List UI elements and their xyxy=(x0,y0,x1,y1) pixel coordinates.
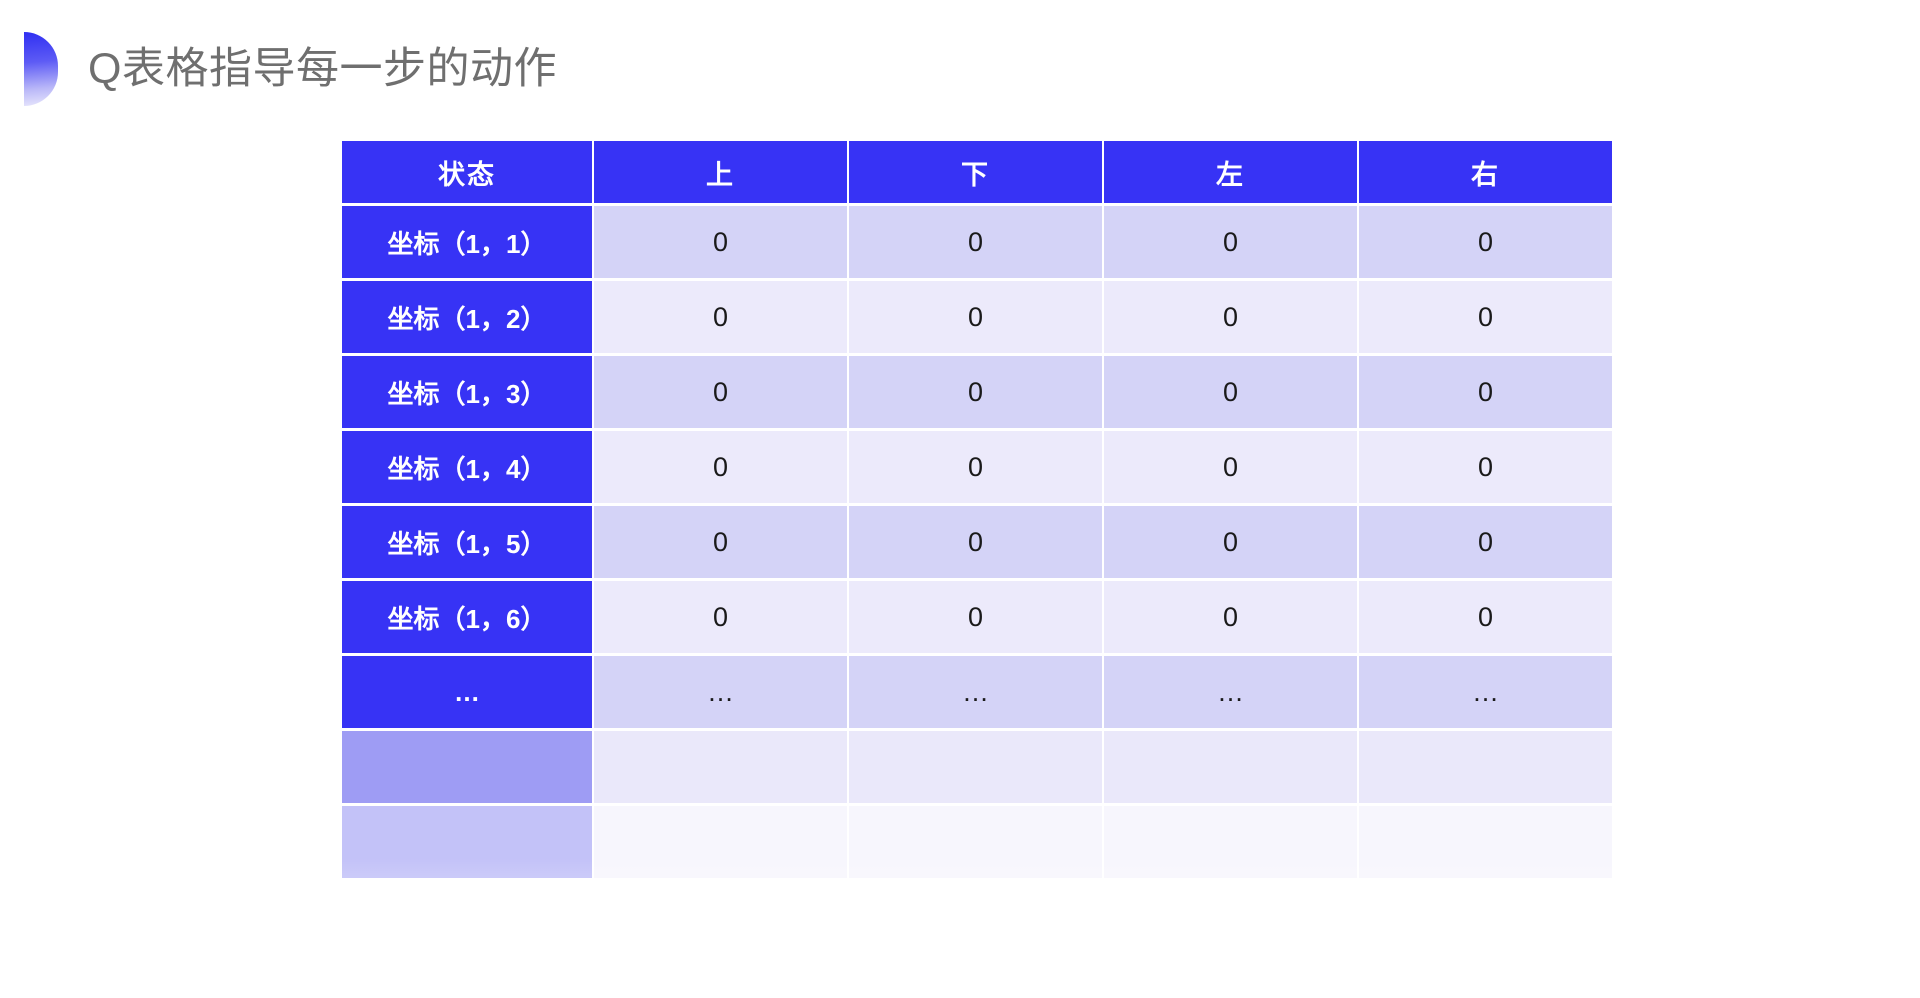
value-cell-down: 0 xyxy=(849,581,1102,653)
table-header-row: 状态 上 下 左 右 xyxy=(342,141,1612,203)
value-cell-left: 0 xyxy=(1104,281,1357,353)
q-table-head: 状态 上 下 左 右 xyxy=(342,141,1612,203)
table-row: 坐标（1，2） 0 0 0 0 xyxy=(342,281,1612,353)
table-row-ellipsis: … … … … … xyxy=(342,656,1612,728)
column-header-up: 上 xyxy=(594,141,847,203)
value-cell-up: 0 xyxy=(594,581,847,653)
value-cell-right xyxy=(1359,806,1612,878)
slide-header: Q表格指导每一步的动作 xyxy=(0,32,557,106)
q-table-body: 坐标（1，1） 0 0 0 0 坐标（1，2） 0 0 0 0 坐标（1，3） … xyxy=(342,206,1612,878)
value-cell-right xyxy=(1359,731,1612,803)
value-cell-right: 0 xyxy=(1359,206,1612,278)
value-cell-left: 0 xyxy=(1104,581,1357,653)
table-row-faded xyxy=(342,731,1612,803)
state-cell: … xyxy=(342,656,592,728)
value-cell-left xyxy=(1104,731,1357,803)
table-row: 坐标（1，5） 0 0 0 0 xyxy=(342,506,1612,578)
value-cell-up: … xyxy=(594,656,847,728)
q-table-container: 状态 上 下 左 右 坐标（1，1） 0 0 0 0 坐标（1，2） 0 0 0… xyxy=(340,138,1612,881)
value-cell-down: 0 xyxy=(849,431,1102,503)
value-cell-down: 0 xyxy=(849,206,1102,278)
value-cell-left: 0 xyxy=(1104,431,1357,503)
state-cell: 坐标（1，5） xyxy=(342,506,592,578)
value-cell-left: 0 xyxy=(1104,206,1357,278)
q-table: 状态 上 下 左 右 坐标（1，1） 0 0 0 0 坐标（1，2） 0 0 0… xyxy=(340,138,1614,881)
value-cell-left xyxy=(1104,806,1357,878)
state-cell: 坐标（1，3） xyxy=(342,356,592,428)
value-cell-down: 0 xyxy=(849,281,1102,353)
title-decoration-shape xyxy=(24,32,58,106)
state-cell: 坐标（1，4） xyxy=(342,431,592,503)
state-cell xyxy=(342,806,592,878)
state-cell: 坐标（1，1） xyxy=(342,206,592,278)
table-row: 坐标（1，4） 0 0 0 0 xyxy=(342,431,1612,503)
value-cell-up: 0 xyxy=(594,431,847,503)
value-cell-left: 0 xyxy=(1104,356,1357,428)
state-cell xyxy=(342,731,592,803)
value-cell-right: … xyxy=(1359,656,1612,728)
value-cell-up xyxy=(594,731,847,803)
value-cell-right: 0 xyxy=(1359,431,1612,503)
table-row: 坐标（1，6） 0 0 0 0 xyxy=(342,581,1612,653)
table-row-faded xyxy=(342,806,1612,878)
column-header-state: 状态 xyxy=(342,141,592,203)
value-cell-down: 0 xyxy=(849,356,1102,428)
state-cell: 坐标（1，6） xyxy=(342,581,592,653)
table-row: 坐标（1，3） 0 0 0 0 xyxy=(342,356,1612,428)
value-cell-down xyxy=(849,731,1102,803)
value-cell-right: 0 xyxy=(1359,581,1612,653)
page-title: Q表格指导每一步的动作 xyxy=(88,44,557,93)
value-cell-right: 0 xyxy=(1359,506,1612,578)
value-cell-up xyxy=(594,806,847,878)
value-cell-right: 0 xyxy=(1359,356,1612,428)
value-cell-up: 0 xyxy=(594,206,847,278)
table-row: 坐标（1，1） 0 0 0 0 xyxy=(342,206,1612,278)
state-cell: 坐标（1，2） xyxy=(342,281,592,353)
value-cell-down: … xyxy=(849,656,1102,728)
value-cell-up: 0 xyxy=(594,506,847,578)
column-header-left: 左 xyxy=(1104,141,1357,203)
value-cell-left: … xyxy=(1104,656,1357,728)
value-cell-right: 0 xyxy=(1359,281,1612,353)
value-cell-down xyxy=(849,806,1102,878)
column-header-right: 右 xyxy=(1359,141,1612,203)
value-cell-up: 0 xyxy=(594,281,847,353)
value-cell-down: 0 xyxy=(849,506,1102,578)
value-cell-left: 0 xyxy=(1104,506,1357,578)
value-cell-up: 0 xyxy=(594,356,847,428)
column-header-down: 下 xyxy=(849,141,1102,203)
